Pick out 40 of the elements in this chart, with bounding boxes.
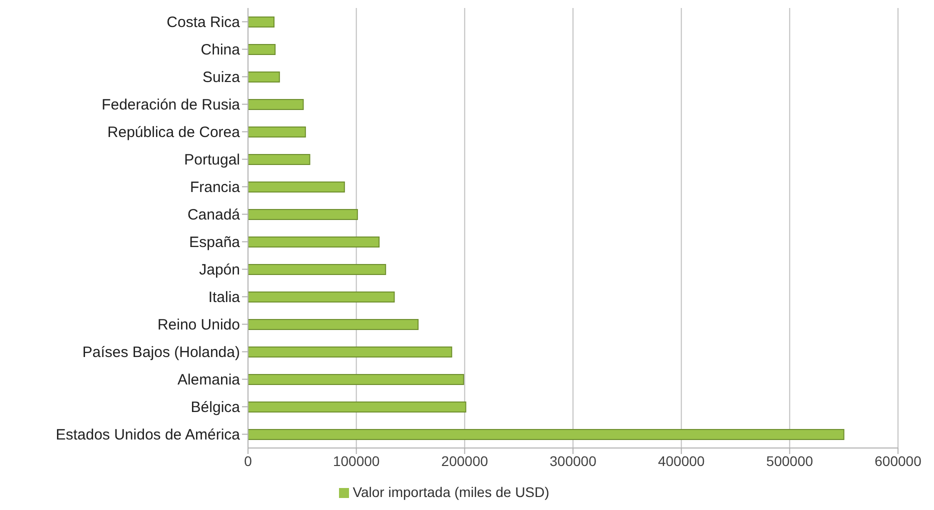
- bar: [248, 236, 380, 248]
- y-tick-label: Italia: [208, 289, 241, 306]
- bar: [248, 72, 280, 82]
- bar: [248, 374, 464, 385]
- bar: [248, 182, 345, 192]
- x-tick-label: 500000: [766, 452, 814, 469]
- x-tick-label: 600000: [874, 452, 922, 469]
- y-tick-label: España: [189, 234, 241, 252]
- y-tick-label: Costa Rica: [166, 14, 241, 32]
- y-tick-label: Francia: [190, 179, 241, 196]
- bar: [248, 292, 395, 302]
- y-tick-label: Japón: [199, 262, 240, 279]
- y-tick-label: Bélgica: [190, 399, 241, 416]
- bar: [248, 126, 306, 138]
- y-tick-label: China: [200, 42, 241, 59]
- bar: [248, 264, 386, 275]
- bar: [248, 319, 419, 330]
- x-tick-label: 400000: [658, 452, 705, 469]
- bar: [248, 44, 276, 55]
- bar: [248, 154, 310, 165]
- bar: [248, 402, 466, 412]
- bar: [248, 346, 452, 358]
- x-tick-label: 100000: [332, 452, 380, 469]
- y-tick-label: Canadá: [187, 206, 241, 224]
- y-tick-label: Suiza: [202, 69, 241, 86]
- y-tick-label: Estados Unidos de América: [56, 426, 241, 444]
- y-tick-label: República de Corea: [107, 124, 241, 142]
- bar: [248, 16, 274, 28]
- y-tick-label: Federación de Rusia: [102, 96, 241, 114]
- legend-label: Valor importada (miles de USD): [352, 484, 550, 500]
- x-tick-label: 0: [244, 452, 252, 469]
- y-tick-label: Portugal: [184, 152, 240, 169]
- y-tick-label: Reino Unido: [157, 316, 240, 334]
- y-tick-label: Países Bajos (Holanda): [82, 344, 240, 362]
- x-tick-label: 200000: [441, 452, 488, 469]
- x-tick-label: 300000: [550, 452, 597, 469]
- bar: [248, 429, 844, 440]
- bar: [248, 99, 304, 110]
- y-tick-label: Alemania: [177, 372, 241, 389]
- bar: [248, 209, 358, 220]
